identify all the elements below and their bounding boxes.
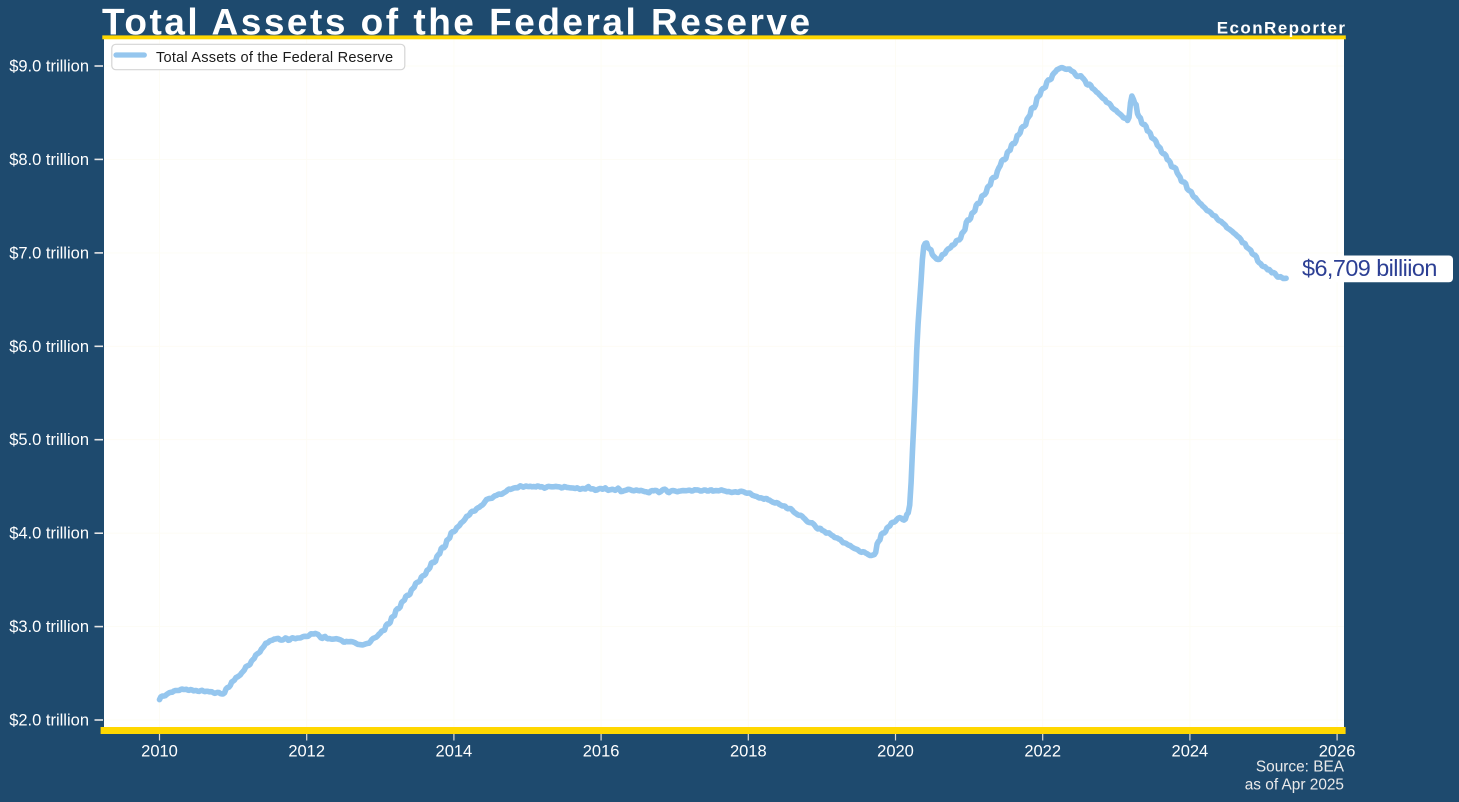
svg-text:2022: 2022: [1024, 743, 1061, 761]
svg-text:EconReporter: EconReporter: [1217, 18, 1347, 37]
svg-text:$6.0 trillion: $6.0 trillion: [9, 338, 89, 356]
svg-text:2024: 2024: [1172, 743, 1209, 761]
svg-text:$7.0 trillion: $7.0 trillion: [9, 244, 89, 262]
svg-text:2026: 2026: [1319, 743, 1356, 761]
svg-text:Total Assets of the Federal Re: Total Assets of the Federal Reserve: [102, 2, 813, 43]
svg-text:2016: 2016: [583, 743, 620, 761]
svg-text:2020: 2020: [877, 743, 914, 761]
svg-text:$8.0 trillion: $8.0 trillion: [9, 151, 89, 169]
svg-text:Source: BEA: Source: BEA: [1256, 759, 1345, 776]
svg-text:as of Apr 2025: as of Apr 2025: [1245, 777, 1344, 794]
svg-text:$4.0 trillion: $4.0 trillion: [9, 525, 89, 543]
svg-text:$9.0 trillion: $9.0 trillion: [9, 58, 89, 76]
svg-text:$2.0 trillion: $2.0 trillion: [9, 712, 89, 730]
svg-text:$3.0 trillion: $3.0 trillion: [9, 618, 89, 636]
svg-text:2010: 2010: [141, 743, 178, 761]
svg-text:$6,709 billiion: $6,709 billiion: [1302, 255, 1437, 281]
svg-text:2014: 2014: [436, 743, 473, 761]
svg-text:2012: 2012: [288, 743, 325, 761]
svg-text:Total Assets of the Federal Re: Total Assets of the Federal Reserve: [156, 50, 393, 66]
svg-text:$5.0 trillion: $5.0 trillion: [9, 431, 89, 449]
svg-text:2018: 2018: [730, 743, 767, 761]
